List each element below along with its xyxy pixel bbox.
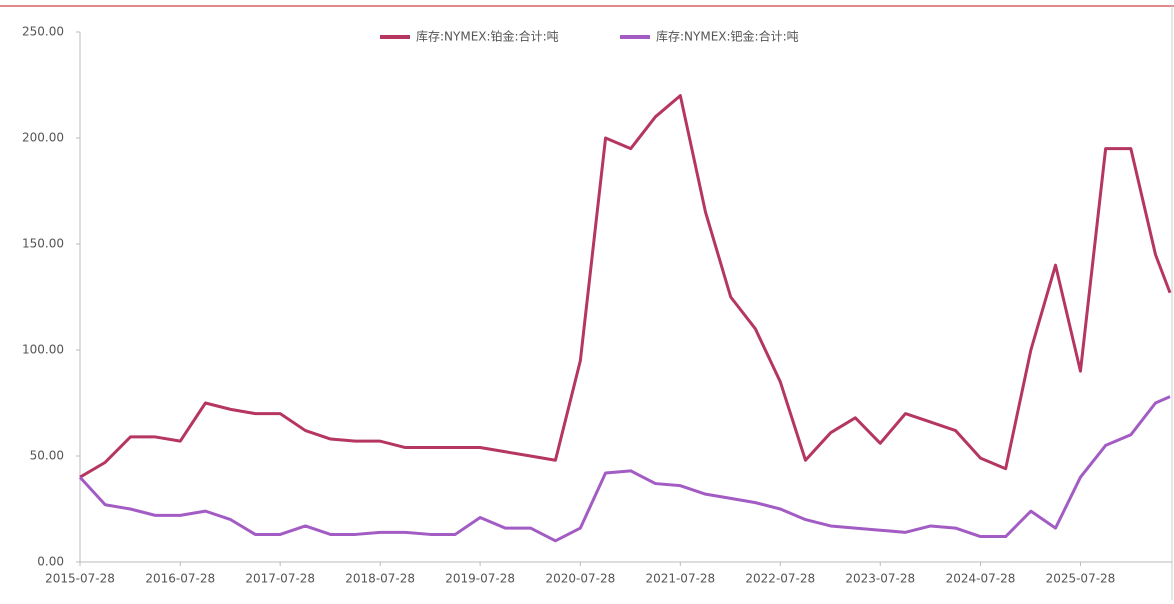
series-line — [79, 94, 1172, 479]
y-tick-label: 100.00 — [22, 343, 64, 357]
legend-label: 库存:NYMEX:钯金:合计:吨 — [656, 29, 799, 44]
x-tick-label: 2016-07-28 — [145, 572, 215, 586]
y-tick-label: 0.00 — [37, 555, 64, 569]
y-tick-label: 150.00 — [22, 237, 64, 251]
x-tick-label: 2019-07-28 — [445, 572, 515, 586]
x-tick-label: 2021-07-28 — [645, 572, 715, 586]
series-line — [78, 395, 1171, 543]
x-tick-label: 2024-07-28 — [946, 572, 1016, 586]
x-tick-label: 2015-07-28 — [45, 572, 115, 586]
x-tick-label: 2017-07-28 — [245, 572, 315, 586]
x-tick-label: 2020-07-28 — [545, 572, 615, 586]
x-tick-label: 2025-07-28 — [1046, 572, 1116, 586]
x-tick-label: 2018-07-28 — [345, 572, 415, 586]
y-tick-label: 200.00 — [22, 131, 64, 145]
y-tick-label: 50.00 — [30, 449, 64, 463]
x-tick-label: 2022-07-28 — [745, 572, 815, 586]
x-tick-label: 2023-07-28 — [845, 572, 915, 586]
legend-label: 库存:NYMEX:铂金:合计:吨 — [416, 29, 559, 44]
y-tick-label: 250.00 — [22, 25, 64, 39]
